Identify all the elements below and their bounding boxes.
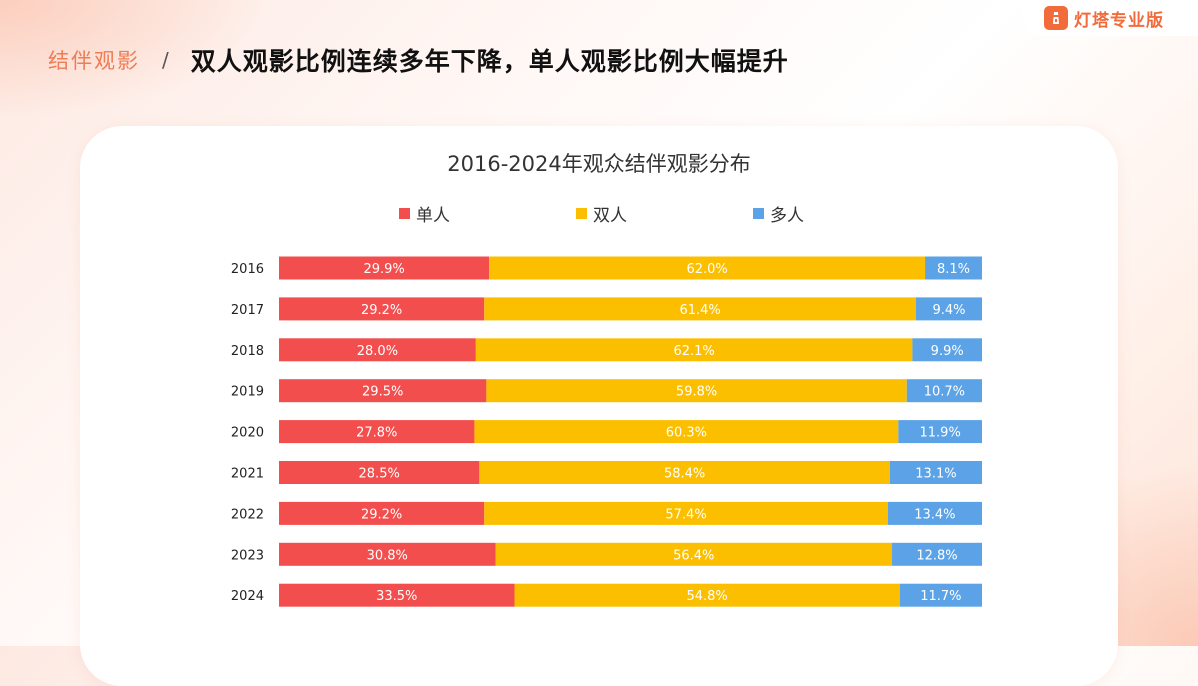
bar-segment-multi <box>899 583 982 607</box>
bar-segment-double <box>489 256 926 280</box>
data-label-single: 28.0% <box>357 344 398 359</box>
data-label-single: 29.9% <box>363 262 404 277</box>
legend-label-multi: 多人 <box>770 206 804 226</box>
bar-segment-single <box>279 583 515 607</box>
bar-segment-double <box>514 583 900 607</box>
data-label-double: 60.3% <box>666 426 707 441</box>
bar-segment-double <box>474 420 899 444</box>
legend-item-multi: 多人 <box>753 201 804 226</box>
legend-item-single: 单人 <box>399 201 450 226</box>
bar-segment-multi <box>898 420 982 444</box>
legend-label-single: 单人 <box>416 206 450 226</box>
bar-segment-multi <box>889 461 982 484</box>
legend-swatch-multi <box>753 208 764 219</box>
bar-segment-single <box>279 379 487 403</box>
data-label-multi: 8.1% <box>937 262 970 277</box>
brand-logo: 灯塔专业版 <box>1022 0 1198 36</box>
bar-segment-double <box>486 379 907 403</box>
bar-segment-double <box>484 297 916 321</box>
y-tick-label: 2020 <box>231 426 264 441</box>
page-headline: 双人观影比例连续多年下降，单人观影比例大幅提升 <box>190 47 789 76</box>
bar-segment-single <box>279 338 476 362</box>
lighthouse-icon <box>1044 6 1068 30</box>
data-label-multi: 13.1% <box>915 467 956 482</box>
bar-segment-single <box>279 461 480 484</box>
data-label-single: 28.5% <box>359 467 400 482</box>
bar-segment-multi <box>892 542 982 566</box>
data-label-double: 62.0% <box>686 262 727 277</box>
chart-legend: 单人 双人 多人 <box>0 201 1198 226</box>
bar-segment-single <box>279 297 485 321</box>
y-tick-label: 2024 <box>231 589 264 604</box>
y-tick-label: 2016 <box>231 262 264 277</box>
bar-segment-single <box>279 542 496 566</box>
legend-swatch-single <box>399 208 410 219</box>
bar-segment-single <box>279 420 475 444</box>
bar-segment-multi <box>887 501 982 525</box>
bar-segment-single <box>279 501 485 525</box>
y-tick-label: 2023 <box>231 548 264 563</box>
bar-segment-multi <box>925 256 982 280</box>
data-label-multi: 13.4% <box>914 507 955 522</box>
bar-segment-double <box>475 338 913 362</box>
data-label-double: 56.4% <box>673 548 714 563</box>
y-tick-label: 2017 <box>231 303 264 318</box>
y-tick-label: 2022 <box>231 507 264 522</box>
bar-segment-multi <box>915 297 982 321</box>
header-separator: / <box>162 48 169 72</box>
brand-name: 灯塔专业版 <box>1074 10 1164 31</box>
data-label-single: 30.8% <box>367 548 408 563</box>
data-label-single: 33.5% <box>376 589 417 604</box>
bar-segment-multi <box>912 338 982 362</box>
data-label-multi: 11.9% <box>920 426 961 441</box>
data-label-multi: 12.8% <box>916 548 957 563</box>
y-tick-label: 2018 <box>231 344 264 359</box>
data-label-double: 61.4% <box>679 303 720 318</box>
bar-segment-multi <box>906 379 982 403</box>
data-label-multi: 9.4% <box>932 303 965 318</box>
data-label-single: 29.5% <box>362 385 403 400</box>
y-tick-label: 2019 <box>231 385 264 400</box>
data-label-multi: 11.7% <box>920 589 961 604</box>
legend-item-double: 双人 <box>576 201 627 226</box>
y-tick-label: 2021 <box>231 467 264 482</box>
data-label-single: 29.2% <box>361 303 402 318</box>
data-label-double: 62.1% <box>673 344 714 359</box>
chart-title: 2016-2024年观众结伴观影分布 <box>447 152 751 176</box>
data-label-double: 58.4% <box>664 467 705 482</box>
bar-segment-double <box>479 461 890 484</box>
section-label: 结伴观影 <box>48 49 140 73</box>
legend-label-double: 双人 <box>593 206 627 226</box>
data-label-multi: 9.9% <box>931 344 964 359</box>
bar-segment-single <box>279 256 490 280</box>
data-label-multi: 10.7% <box>924 385 965 400</box>
page-header: 结伴观影 / 双人观影比例连续多年下降，单人观影比例大幅提升 <box>48 40 789 80</box>
data-label-single: 29.2% <box>361 507 402 522</box>
data-label-double: 59.8% <box>676 385 717 400</box>
stacked-bar-chart: 2016 29.9% 62.0% 8.1% 2017 29.2% 61.4% 9.4% 2018… <box>231 256 982 607</box>
bar-segment-double <box>484 501 888 525</box>
data-label-single: 27.8% <box>356 426 397 441</box>
bar-segment-double <box>495 542 893 566</box>
legend-swatch-double <box>576 208 587 219</box>
data-label-double: 54.8% <box>686 589 727 604</box>
data-label-double: 57.4% <box>665 507 706 522</box>
